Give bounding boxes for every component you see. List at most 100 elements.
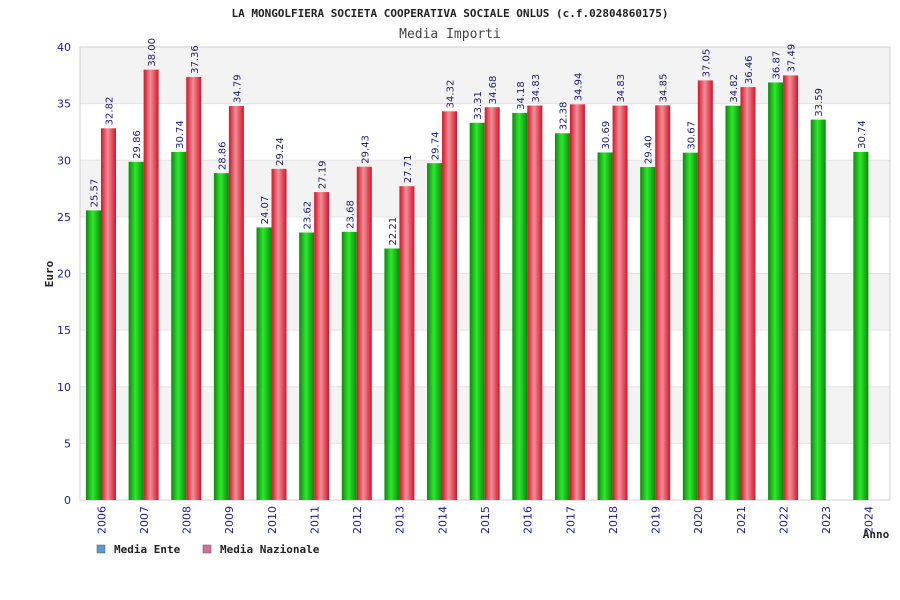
chart-subtitle: Media Importi: [399, 27, 501, 42]
value-label: 32.38: [558, 102, 569, 131]
bar-media-ente: [768, 82, 784, 500]
value-label: 22.21: [388, 217, 399, 246]
y-tick-label: 20: [57, 268, 71, 281]
value-label: 36.87: [772, 51, 783, 80]
bar-media-ente: [341, 231, 357, 500]
value-label: 34.83: [616, 74, 627, 103]
value-label: 30.67: [686, 121, 697, 150]
value-label: 34.94: [573, 73, 584, 102]
legend-swatch-media-ente: [96, 544, 106, 554]
value-label: 38.00: [147, 38, 158, 67]
y-tick-label: 25: [57, 211, 71, 224]
x-tick-label: 2024: [863, 506, 876, 534]
value-label: 30.69: [601, 121, 612, 150]
bars-group: [86, 69, 869, 501]
chart-title: LA MONGOLFIERA SOCIETA COOPERATIVA SOCIA…: [231, 7, 668, 20]
x-axis-title: Anno: [863, 528, 890, 541]
bar-media-nazionale: [697, 80, 713, 500]
value-label: 34.82: [729, 74, 740, 103]
x-tick-label: 2010: [266, 506, 279, 534]
bar-media-ente: [256, 227, 272, 500]
y-axis-title: Euro: [43, 260, 56, 287]
value-labels: 25.57 29.86 30.74 28.86 24.07 23.62 23.68 22.21…: [90, 38, 868, 245]
bar-media-ente: [171, 151, 187, 500]
value-label: 23.62: [303, 201, 314, 230]
value-label: 34.79: [232, 74, 243, 103]
value-label: 28.86: [217, 142, 228, 171]
x-tick-label: 2015: [479, 506, 492, 534]
value-label: 30.74: [857, 120, 868, 149]
value-label: 32.82: [105, 97, 116, 126]
value-label: 27.19: [318, 160, 329, 189]
y-tick-label: 35: [57, 98, 71, 111]
value-label: 23.68: [345, 200, 356, 229]
value-label: 29.86: [132, 130, 143, 159]
bar-media-ente: [512, 112, 528, 500]
bar-media-ente: [597, 152, 613, 501]
bar-media-nazionale: [399, 186, 415, 500]
y-tick-label: 40: [57, 41, 71, 54]
bar-media-nazionale: [740, 87, 756, 500]
bar-media-ente: [86, 210, 101, 501]
bar-media-ente: [853, 151, 869, 500]
bar-media-ente: [213, 173, 229, 500]
bar-media-nazionale: [271, 168, 287, 500]
y-tick-label: 10: [57, 381, 71, 394]
bar-media-nazionale: [186, 76, 202, 500]
bar-media-nazionale: [228, 106, 244, 501]
bar-media-nazionale: [356, 166, 372, 500]
x-tick-label: 2014: [436, 506, 449, 534]
bar-media-nazionale: [527, 105, 543, 501]
x-tick-label: 2021: [735, 506, 748, 534]
bar-media-nazionale: [101, 128, 116, 500]
x-tick-label: 2006: [95, 506, 108, 534]
value-label: 25.57: [90, 179, 101, 208]
value-label: 37.49: [787, 44, 798, 73]
bar-media-nazionale: [314, 192, 330, 501]
value-label: 34.68: [488, 76, 499, 105]
y-tick-label: 5: [64, 437, 71, 450]
legend: Media Ente Media Nazionale: [96, 543, 320, 556]
bar-media-ente: [682, 152, 698, 501]
bar-media-ente: [299, 232, 315, 501]
bar-media-ente: [384, 248, 400, 500]
value-label: 34.85: [659, 74, 670, 103]
y-axis-ticks: 0 5 10 15 20 25 30 35 40: [57, 41, 71, 507]
value-label: 29.24: [275, 137, 286, 166]
legend-swatch-media-nazionale: [202, 544, 212, 554]
bar-media-nazionale: [143, 69, 159, 501]
x-tick-label: 2018: [607, 506, 620, 534]
x-tick-label: 2009: [223, 506, 236, 534]
bar-media-nazionale: [569, 104, 585, 500]
x-tick-label: 2008: [181, 506, 194, 534]
value-label: 33.59: [814, 88, 825, 117]
x-tick-label: 2017: [564, 506, 577, 534]
value-label: 34.83: [531, 74, 542, 103]
legend-label-media-ente: Media Ente: [114, 543, 181, 556]
x-tick-label: 2012: [351, 506, 364, 534]
legend-label-media-nazionale: Media Nazionale: [220, 543, 320, 556]
value-label: 36.46: [744, 55, 755, 84]
bar-media-ente: [554, 133, 570, 500]
bar-media-nazionale: [484, 107, 500, 501]
value-label: 37.36: [190, 45, 201, 74]
x-tick-label: 2011: [308, 506, 321, 534]
value-label: 33.31: [473, 91, 484, 120]
x-tick-label: 2019: [650, 506, 663, 534]
x-tick-label: 2023: [820, 506, 833, 534]
value-label: 29.43: [360, 135, 371, 164]
y-tick-label: 30: [57, 154, 71, 167]
x-tick-label: 2020: [692, 506, 705, 534]
bar-media-ente: [640, 167, 656, 501]
value-label: 24.07: [260, 196, 271, 225]
value-label: 34.18: [516, 81, 527, 110]
bar-media-nazionale: [783, 75, 799, 500]
value-label: 30.74: [175, 120, 186, 149]
y-tick-label: 0: [64, 494, 71, 507]
x-tick-label: 2007: [138, 506, 151, 534]
x-tick-label: 2013: [394, 506, 407, 534]
value-label: 34.32: [446, 80, 457, 109]
bar-media-ente: [128, 161, 144, 500]
x-axis-ticks: 2006 2007 2008 2009 2010 2011 2012 2013 2014 2015…: [95, 506, 875, 534]
